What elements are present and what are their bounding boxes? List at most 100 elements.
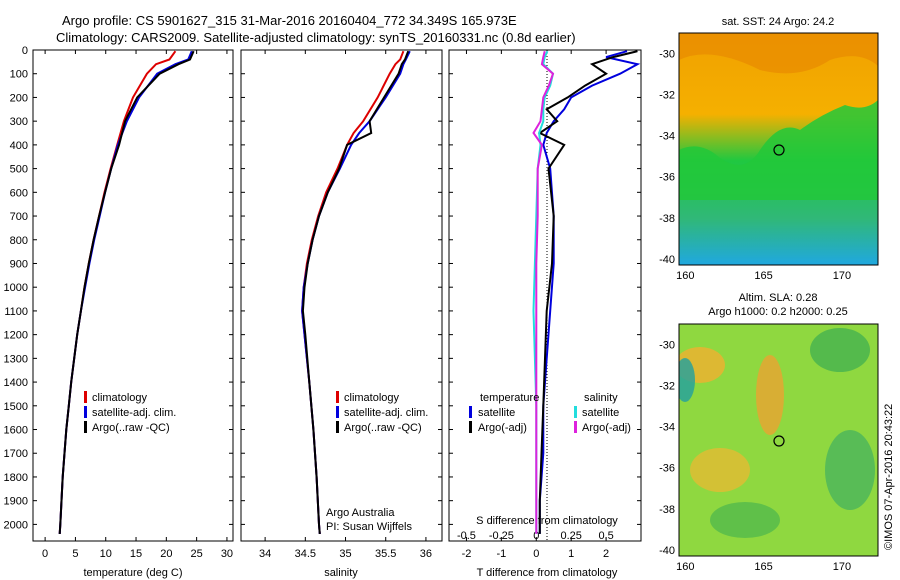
title-line-1: Argo profile: CS 5901627_315 31-Mar-2016… bbox=[62, 13, 517, 28]
depth-tick-label: 800 bbox=[10, 235, 28, 247]
difference-top-label: S difference from climatology bbox=[476, 515, 618, 527]
legend-swatch-climatology bbox=[336, 391, 339, 403]
title-line-2: Climatology: CARS2009. Satellite-adjuste… bbox=[56, 30, 576, 45]
credit-org: Argo Australia bbox=[326, 507, 395, 519]
map-y-tick-label: -32 bbox=[659, 90, 675, 102]
depth-tick-label: 1500 bbox=[4, 401, 28, 413]
legend-swatch-s-satellite bbox=[574, 406, 577, 418]
x-tick-label: 5 bbox=[72, 548, 78, 560]
profile-line-0 bbox=[301, 50, 405, 534]
depth-tick-label: 0 bbox=[22, 45, 28, 57]
legend-s-argo: Argo(-adj) bbox=[582, 422, 631, 434]
depth-tick-label: 1200 bbox=[4, 330, 28, 342]
sla-patch bbox=[810, 328, 870, 372]
x-tick-label: 1 bbox=[568, 548, 574, 560]
legend-swatch-argo bbox=[336, 421, 339, 433]
depth-tick-label: 1800 bbox=[4, 472, 28, 484]
legend-s-satellite: satellite bbox=[582, 407, 619, 419]
depth-tick-label: 2000 bbox=[4, 519, 28, 531]
difference-line-3 bbox=[532, 50, 555, 534]
legend-t-satellite: satellite bbox=[478, 407, 515, 419]
sst-map-title: sat. SST: 24 Argo: 24.2 bbox=[722, 16, 835, 28]
x-tick-label: 0 bbox=[533, 548, 539, 560]
depth-tick-label: 400 bbox=[10, 140, 28, 152]
profile-line-2 bbox=[301, 50, 410, 534]
map-y-tick-label: -34 bbox=[659, 131, 675, 143]
depth-tick-label: 500 bbox=[10, 164, 28, 176]
sst-green-patch bbox=[679, 100, 878, 200]
map-y-tick-label: -32 bbox=[659, 381, 675, 393]
map-x-tick-label: 165 bbox=[754, 561, 772, 573]
depth-tick-label: 300 bbox=[10, 116, 28, 128]
s-diff-tick-label: 0.5 bbox=[598, 530, 613, 542]
sla-patch bbox=[710, 502, 780, 538]
map-x-tick-label: 170 bbox=[833, 561, 851, 573]
legend-climatology: climatology bbox=[344, 392, 400, 404]
x-tick-label: 20 bbox=[160, 548, 172, 560]
depth-tick-label: 1000 bbox=[4, 282, 28, 294]
salinity-xlabel: salinity bbox=[324, 567, 358, 579]
x-tick-label: 15 bbox=[130, 548, 142, 560]
depth-tick-label: 1600 bbox=[4, 425, 28, 437]
depth-tick-label: 600 bbox=[10, 187, 28, 199]
difference-legend: temperature salinity satellite Argo(-adj… bbox=[469, 392, 631, 434]
sst-map bbox=[679, 33, 878, 265]
depth-tick-label: 1300 bbox=[4, 353, 28, 365]
legend-swatch-argo bbox=[84, 421, 87, 433]
temperature-lines bbox=[58, 50, 195, 534]
sst-map-frame bbox=[678, 32, 879, 266]
map-y-tick-label: -34 bbox=[659, 422, 675, 434]
sst-float-marker bbox=[773, 144, 785, 156]
legend-swatch-satellite bbox=[84, 406, 87, 418]
depth-tick-label: 1700 bbox=[4, 448, 28, 460]
map-x-tick-label: 160 bbox=[676, 561, 694, 573]
s-diff-tick-label: 0.25 bbox=[560, 530, 581, 542]
map-y-tick-label: -30 bbox=[659, 49, 675, 61]
map-y-tick-label: -38 bbox=[659, 213, 675, 225]
difference-line-1 bbox=[537, 50, 638, 534]
legend-satellite-adj: satellite-adj. clim. bbox=[344, 407, 428, 419]
legend-swatch-t-satellite bbox=[469, 406, 472, 418]
x-tick-label: 30 bbox=[221, 548, 233, 560]
map-x-tick-label: 170 bbox=[833, 270, 851, 282]
profile-line-1 bbox=[301, 50, 411, 534]
x-tick-label: -1 bbox=[496, 548, 506, 560]
sla-patch bbox=[756, 355, 784, 435]
legend-temperature-title: temperature bbox=[480, 392, 539, 404]
s-diff-tick-label: 0 bbox=[533, 530, 539, 542]
x-tick-label: 34 bbox=[259, 548, 271, 560]
s-diff-tick-label: -0.5 bbox=[457, 530, 476, 542]
map-y-tick-label: -40 bbox=[659, 254, 675, 266]
temperature-legend: climatology satellite-adj. clim. Argo(..… bbox=[84, 391, 176, 434]
x-tick-label: 2 bbox=[603, 548, 609, 560]
x-tick-label: -2 bbox=[462, 548, 472, 560]
legend-swatch-s-argo bbox=[574, 421, 577, 433]
x-tick-label: 0 bbox=[42, 548, 48, 560]
depth-tick-label: 200 bbox=[10, 92, 28, 104]
depth-tick-label: 900 bbox=[10, 258, 28, 270]
x-tick-label: 25 bbox=[191, 548, 203, 560]
legend-argo-raw: Argo(..raw -QC) bbox=[92, 422, 170, 434]
salinity-axes bbox=[240, 49, 443, 542]
depth-tick-label: 100 bbox=[10, 69, 28, 81]
x-tick-label: 35.5 bbox=[375, 548, 396, 560]
x-tick-label: 35 bbox=[339, 548, 351, 560]
map-y-tick-label: -38 bbox=[659, 504, 675, 516]
legend-swatch-climatology bbox=[84, 391, 87, 403]
map-y-tick-label: -36 bbox=[659, 463, 675, 475]
credit-pi: PI: Susan Wijffels bbox=[326, 521, 412, 533]
sla-map-title-1: Altim. SLA: 0.28 bbox=[739, 292, 818, 304]
depth-tick-label: 700 bbox=[10, 211, 28, 223]
imos-stamp: ©IMOS 07-Apr-2016 20:43:22 bbox=[883, 404, 895, 550]
profile-line-1 bbox=[58, 50, 193, 534]
x-tick-label: 36 bbox=[420, 548, 432, 560]
s-diff-tick-label: -0.25 bbox=[489, 530, 514, 542]
legend-swatch-satellite bbox=[336, 406, 339, 418]
sla-float-marker bbox=[773, 435, 785, 447]
legend-swatch-t-argo bbox=[469, 421, 472, 433]
depth-tick-label: 1900 bbox=[4, 496, 28, 508]
temperature-xlabel: temperature (deg C) bbox=[83, 567, 182, 579]
map-y-tick-label: -30 bbox=[659, 340, 675, 352]
temperature-axes bbox=[32, 49, 234, 542]
